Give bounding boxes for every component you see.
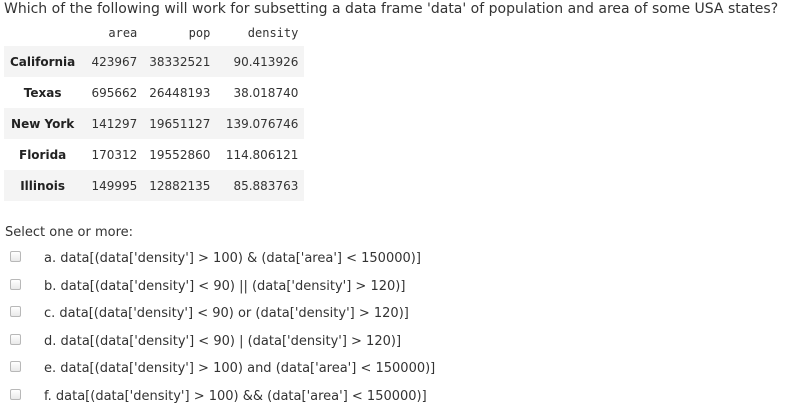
option-e-checkbox[interactable] [10,361,21,373]
table-row: Florida 170312 19552860 114.806121 [4,139,305,170]
table-corner [4,20,81,46]
option-d-label[interactable]: d. data[(data['density'] < 90) | (data['… [44,333,402,349]
row-label: Florida [19,147,67,162]
option-f-checkbox[interactable] [10,388,21,400]
option-b-label[interactable]: b. data[(data['density'] < 90) || (data[… [44,278,406,294]
option-b[interactable]: b. data[(data['density'] < 90) || (data[… [10,273,435,301]
select-instruction: Select one or more: [5,225,134,240]
cell-area: 170312 [91,147,138,162]
option-b-checkbox[interactable] [10,278,21,290]
column-header-area: area [108,26,138,40]
row-label: Texas [23,85,62,100]
option-d[interactable]: d. data[(data['density'] < 90) | (data['… [10,328,435,356]
option-a-checkbox[interactable] [10,251,21,263]
option-e[interactable]: e. data[(data['density'] > 100) and (dat… [10,355,435,383]
table-header-row: area pop density [4,20,304,46]
row-label: Illinois [20,178,66,193]
question-text: Which of the following will work for sub… [4,1,779,17]
row-label: California [10,54,76,69]
option-c-checkbox[interactable] [10,306,21,318]
cell-pop: 19552860 [149,147,211,162]
cell-density: 114.806121 [225,147,299,162]
cell-pop: 19651127 [149,116,211,131]
cell-pop: 26448193 [149,85,211,100]
option-f[interactable]: f. data[(data['density'] > 100) && (data… [10,383,435,411]
option-a-label[interactable]: a. data[(data['density'] > 100) & (data[… [44,251,421,267]
table-row: California 423967 38332521 90.413926 [4,46,305,77]
table-row: New York 141297 19651127 139.076746 [4,108,305,139]
option-e-label[interactable]: e. data[(data['density'] > 100) and (dat… [44,361,436,377]
answer-options: a. data[(data['density'] > 100) & (data[… [10,245,435,410]
cell-area: 141297 [91,116,138,131]
option-a[interactable]: a. data[(data['density'] > 100) & (data[… [10,245,435,273]
cell-pop: 38332521 [149,54,211,69]
table-row: Texas 695662 26448193 38.018740 [4,77,305,108]
cell-density: 90.413926 [233,54,299,69]
row-label: New York [11,116,75,131]
cell-area: 149995 [91,178,138,193]
cell-pop: 12882135 [149,178,211,193]
option-f-label[interactable]: f. data[(data['density'] > 100) && (data… [44,388,427,404]
column-header-pop: pop [188,26,211,40]
dataframe-table: area pop density California 423967 38332… [4,20,305,201]
option-d-checkbox[interactable] [10,333,21,345]
cell-area: 423967 [91,54,138,69]
column-header-density: density [247,26,299,40]
cell-density: 139.076746 [225,116,299,131]
option-c-label[interactable]: c. data[(data['density'] < 90) or (data[… [44,306,409,322]
cell-density: 38.018740 [233,85,299,100]
cell-density: 85.883763 [233,178,299,193]
cell-area: 695662 [91,85,138,100]
option-c[interactable]: c. data[(data['density'] < 90) or (data[… [10,300,435,328]
table-row: Illinois 149995 12882135 85.883763 [4,170,305,201]
